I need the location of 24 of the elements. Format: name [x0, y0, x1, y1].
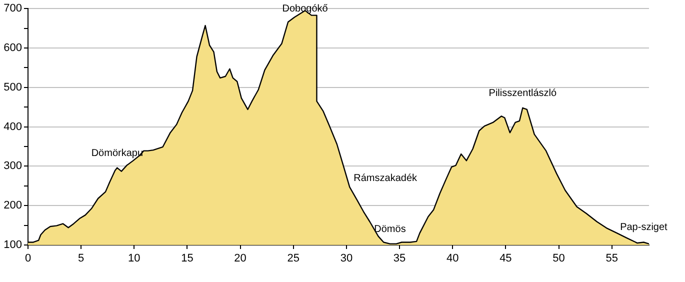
annotation: Dobogókő [282, 4, 328, 15]
annotation: Rámszakadék [354, 173, 418, 184]
x-tick-label: 0 [24, 252, 32, 265]
y-tick-label: 700 [4, 2, 22, 15]
x-tick-label: 15 [181, 252, 194, 265]
x-tick-label: 30 [340, 252, 353, 265]
annotation: Dömös [374, 224, 406, 235]
x-tick-label: 25 [287, 252, 300, 265]
y-tick-label: 200 [4, 200, 22, 212]
x-tick-label: 45 [500, 252, 512, 265]
y-tick-label: 600 [4, 42, 22, 54]
x-tick-label: 35 [393, 252, 406, 265]
x-tick-label: 55 [606, 252, 618, 265]
x-tick-label: 20 [234, 252, 246, 265]
y-tick-label: 500 [4, 81, 22, 94]
x-tick-label: 40 [446, 252, 459, 265]
x-tick-label: 10 [128, 252, 140, 265]
y-tick-label: 100 [4, 239, 22, 252]
annotation: Pap-sziget [620, 222, 668, 234]
x-tick-label: 50 [552, 252, 565, 265]
x-tick-label: 5 [78, 252, 84, 265]
y-tick-label: 300 [4, 160, 22, 172]
y-tick-label: 400 [4, 120, 22, 133]
annotation: Pilisszentlászló [488, 88, 558, 99]
